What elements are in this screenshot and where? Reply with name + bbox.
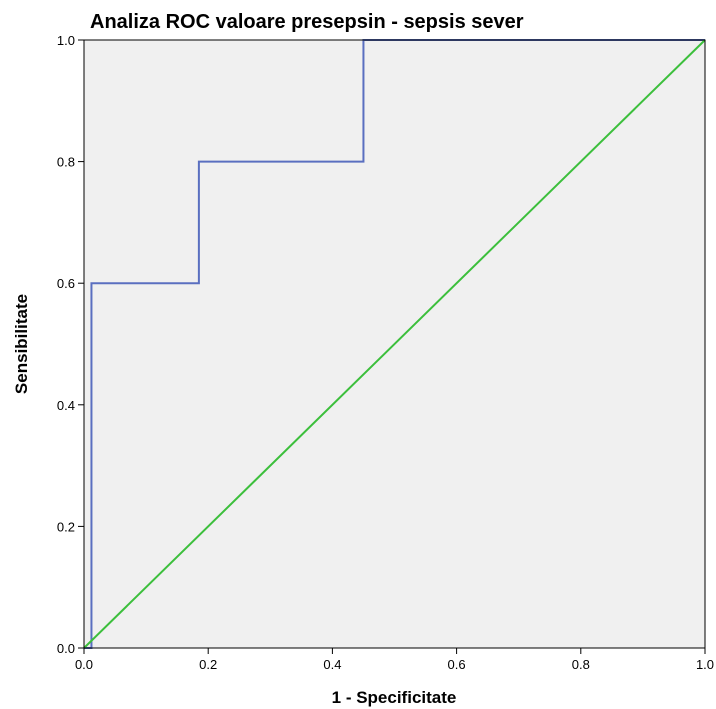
y-tick-label: 0.8 [57,155,75,170]
y-tick-label: 0.2 [57,519,75,534]
y-tick-label: 0.0 [57,641,75,656]
x-tick-label: 0.8 [572,657,590,672]
x-axis-ticks: 0.0 0.2 0.4 0.6 0.8 1.0 [75,648,714,672]
y-tick-label: 0.4 [57,398,75,413]
roc-curve-line [84,39,705,649]
x-tick-label: 1.0 [696,657,714,672]
plot-frame [83,39,706,649]
y-axis-ticks: 0.0 0.2 0.4 0.6 0.8 1.0 [57,33,84,656]
x-tick-label: 0.4 [323,657,341,672]
x-tick-label: 0.2 [199,657,217,672]
chart-title: Analiza ROC valoare presepsin - sepsis s… [90,11,524,33]
reference-diagonal-line [83,39,706,649]
y-tick-label: 0.6 [57,276,75,291]
x-axis-label: 1 - Specificitate [332,688,457,707]
y-axis-label: Sensibilitate [12,294,31,394]
x-tick-label: 0.0 [75,657,93,672]
series-layer [83,39,706,649]
y-tick-label: 1.0 [57,33,75,48]
x-tick-label: 0.6 [448,657,466,672]
